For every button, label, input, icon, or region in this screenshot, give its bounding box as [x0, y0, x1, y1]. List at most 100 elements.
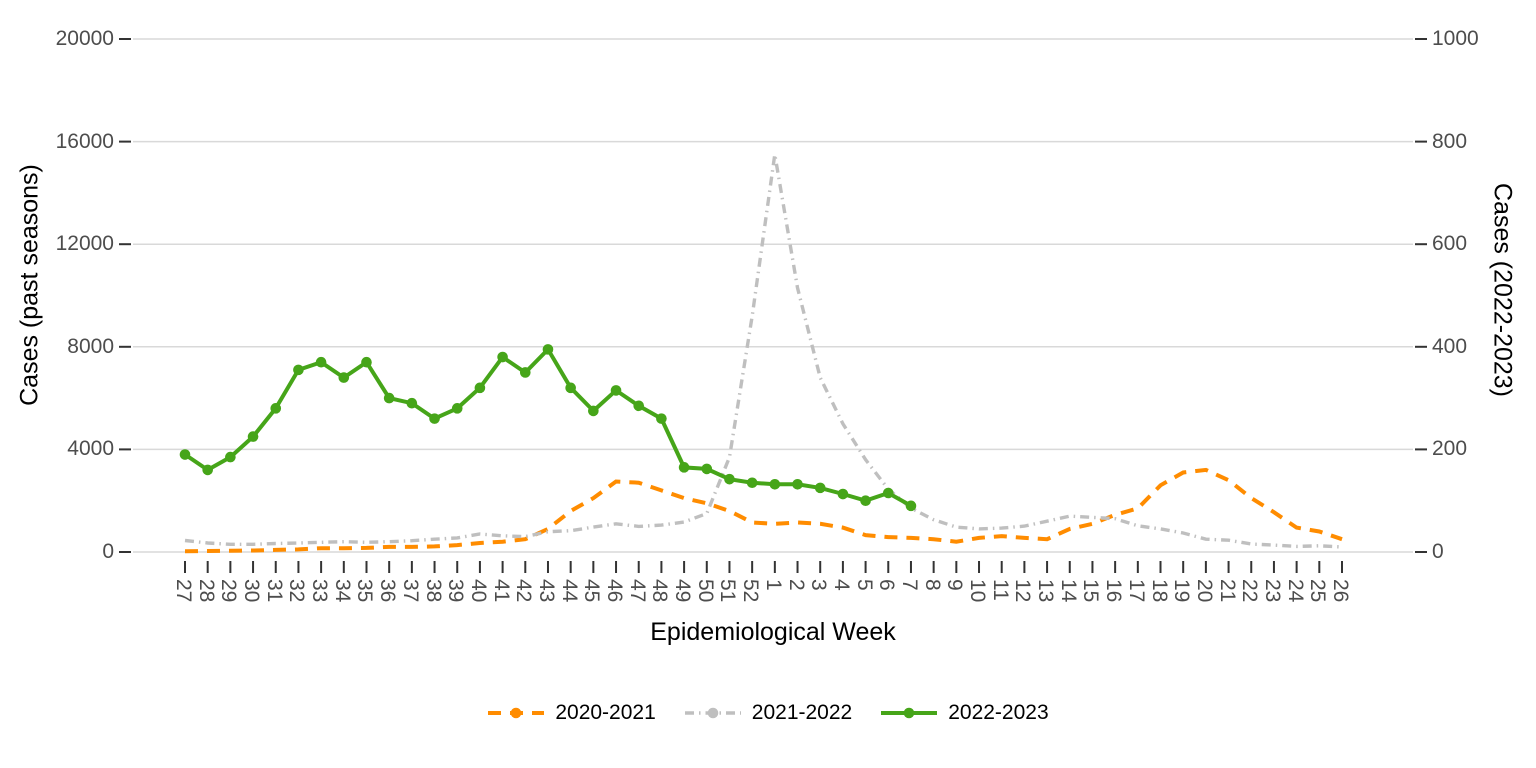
data-point — [565, 382, 576, 394]
x-tick-label: 39 — [444, 579, 468, 603]
legend-key-icon — [684, 707, 741, 719]
x-tick-label: 45 — [580, 579, 604, 603]
x-tick-label: 52 — [739, 579, 763, 603]
x-tick-label: 46 — [603, 579, 627, 603]
legend-item-2020-2021: 2020-2021 — [487, 701, 656, 725]
x-tick-label: 10 — [966, 579, 990, 603]
x-tick-label: 28 — [194, 579, 218, 603]
data-point — [225, 451, 236, 463]
x-tick-label: 2 — [784, 579, 808, 591]
x-tick-label: 25 — [1306, 579, 1330, 603]
legend-label: 2022-2023 — [948, 701, 1049, 724]
x-tick-label: 33 — [308, 579, 332, 603]
legend-label: 2020-2021 — [555, 701, 656, 724]
x-tick-label: 16 — [1102, 579, 1126, 603]
data-point — [202, 464, 213, 476]
x-tick-label: 19 — [1170, 579, 1194, 603]
x-tick-label: 4 — [829, 579, 853, 591]
x-tick-label: 1 — [761, 579, 785, 591]
y-right-tick-label: 1000 — [1432, 27, 1479, 50]
x-tick-label: 13 — [1034, 579, 1058, 603]
data-point — [814, 482, 826, 494]
y-right-tick-label: 600 — [1432, 232, 1468, 256]
x-tick-label: 27 — [172, 579, 195, 603]
data-point — [361, 356, 372, 368]
data-point — [746, 477, 758, 489]
x-tick-label: 31 — [262, 579, 286, 603]
data-point — [474, 382, 486, 394]
x-tick-label: 44 — [557, 579, 581, 603]
x-tick-label: 30 — [240, 579, 264, 603]
x-tick-label: 40 — [466, 579, 490, 603]
x-tick-label: 50 — [693, 579, 717, 603]
legend-label: 2021-2022 — [751, 701, 853, 724]
data-point — [656, 413, 667, 424]
x-tick-label: 21 — [1215, 579, 1239, 603]
data-point — [293, 364, 304, 376]
legend-item-2022-2023: 2022-2023 — [880, 701, 1049, 725]
x-tick-label: 47 — [625, 579, 649, 603]
x-tick-label: 3 — [807, 579, 831, 591]
x-tick-label: 23 — [1260, 579, 1284, 603]
data-point — [451, 403, 463, 414]
x-axis-title: Epidemiological Week — [650, 618, 896, 646]
x-tick-label: 17 — [1124, 579, 1148, 603]
data-point — [270, 403, 282, 414]
data-point — [860, 495, 871, 507]
data-point — [769, 478, 781, 490]
x-tick-label: 24 — [1283, 579, 1307, 603]
data-point — [610, 385, 622, 396]
x-tick-label: 41 — [489, 579, 513, 603]
x-tick-label: 18 — [1147, 579, 1171, 603]
y-right-tick-label: 400 — [1432, 334, 1468, 358]
data-point — [247, 431, 259, 442]
legend-key-icon — [881, 707, 938, 719]
x-tick-label: 9 — [943, 579, 967, 591]
series-line-2020-2021 — [184, 467, 1343, 554]
x-tick-label: 6 — [875, 579, 899, 591]
data-point — [429, 413, 440, 424]
data-point — [542, 344, 554, 355]
y-left-tick-label: 8000 — [67, 334, 114, 358]
legend: 2020-2021 2021-2022 2022-2023 — [0, 701, 1536, 725]
x-tick-label: 43 — [534, 579, 558, 603]
data-point — [633, 400, 645, 412]
data-point — [383, 392, 395, 404]
x-tick-label: 20 — [1192, 579, 1216, 603]
x-tick-label: 49 — [671, 579, 695, 603]
x-tick-label: 14 — [1056, 579, 1080, 603]
x-tick-label: 7 — [897, 579, 921, 591]
data-point — [338, 372, 350, 383]
y-left-tick-label: 12000 — [55, 232, 114, 256]
y-left-tick-label: 16000 — [55, 129, 114, 153]
y-left-tick-label: 4000 — [67, 437, 114, 461]
legend-key-icon — [488, 707, 545, 719]
x-tick-label: 29 — [217, 579, 241, 603]
data-point — [724, 473, 735, 485]
data-point — [905, 500, 917, 512]
x-tick-label: 34 — [330, 579, 354, 603]
data-point — [882, 487, 894, 499]
x-tick-label: 11 — [988, 579, 1012, 601]
x-tick-label: 48 — [648, 579, 672, 603]
y-right-tick-label: 200 — [1432, 437, 1468, 461]
data-point — [179, 449, 191, 460]
legend-item-2021-2022: 2021-2022 — [684, 701, 852, 725]
data-point — [588, 405, 599, 417]
y-axis-title-left: Cases (past seasons) — [15, 164, 44, 406]
series-line-2021-2022 — [184, 154, 1343, 549]
x-tick-label: 51 — [716, 579, 740, 603]
y-left-tick-label: 0 — [102, 540, 114, 563]
x-tick-label: 26 — [1329, 579, 1352, 603]
data-point — [519, 367, 531, 378]
x-tick-label: 38 — [421, 579, 445, 603]
x-tick-label: 22 — [1238, 579, 1262, 603]
x-tick-label: 36 — [376, 579, 400, 603]
x-tick-label: 15 — [1079, 579, 1103, 603]
x-tick-label: 12 — [1011, 579, 1035, 603]
data-point — [701, 463, 713, 475]
x-tick-label: 37 — [398, 579, 422, 603]
x-tick-label: 35 — [353, 579, 377, 603]
